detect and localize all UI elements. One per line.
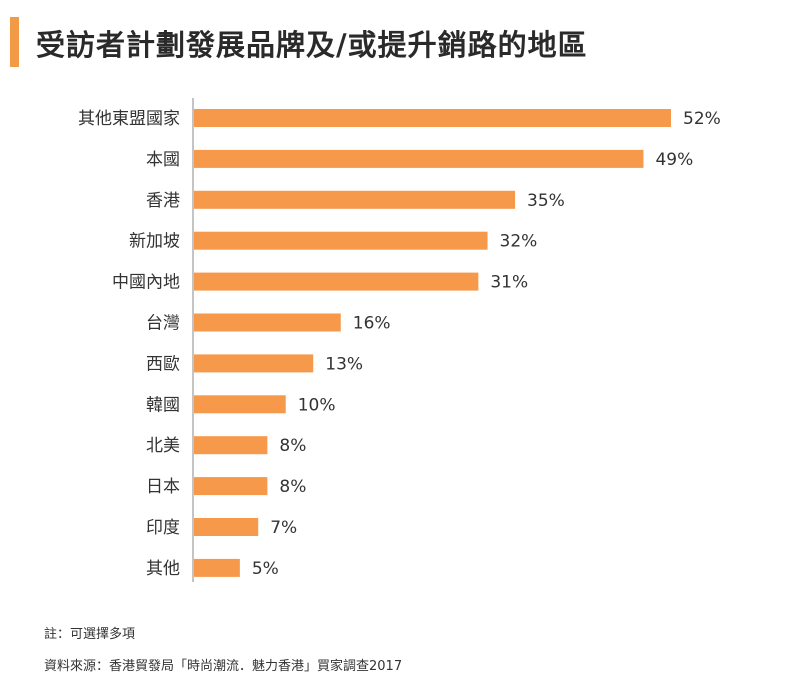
value-label: 31% — [490, 273, 528, 293]
category-label: 印度 — [146, 518, 180, 538]
category-label: 其他 — [146, 559, 180, 579]
value-label: 7% — [270, 518, 297, 538]
chart-title: 受訪者計劃發展品牌及/或提升銷路的地區 — [36, 28, 588, 62]
category-label: 西歐 — [146, 354, 180, 374]
category-label: 其他東盟國家 — [78, 109, 180, 129]
value-label: 8% — [279, 436, 306, 456]
category-label: 韓國 — [146, 395, 180, 415]
category-label: 新加坡 — [129, 232, 180, 252]
value-label: 13% — [325, 354, 363, 374]
bar — [194, 477, 268, 496]
value-label: 49% — [655, 150, 693, 170]
value-label: 32% — [500, 232, 538, 252]
bar-chart: 其他東盟國家 52% 本國 49% 香港 35% 新加坡 32% 中國內地 31% 台灣 16% 西歐 1… — [78, 98, 721, 582]
chart-note: 註：可選擇多項 — [44, 627, 136, 642]
bar — [194, 109, 671, 127]
bar — [194, 231, 488, 250]
title-accent-bar — [10, 17, 19, 67]
bar — [194, 518, 259, 536]
category-label: 香港 — [146, 191, 180, 211]
bar — [194, 354, 314, 373]
value-label: 16% — [353, 314, 391, 334]
category-label: 台灣 — [146, 314, 180, 334]
value-label: 8% — [279, 477, 306, 497]
category-label: 北美 — [146, 436, 180, 456]
bar — [194, 272, 479, 291]
value-label: 52% — [683, 109, 721, 129]
bar — [194, 149, 644, 168]
value-label: 35% — [527, 191, 565, 211]
bar — [194, 436, 268, 455]
bar — [194, 395, 286, 414]
bar — [194, 313, 341, 332]
category-label: 日本 — [146, 477, 180, 497]
category-label: 本國 — [146, 150, 180, 170]
bar — [194, 558, 240, 577]
chart-source: 資料來源：香港貿發局「時尚潮流．魅力香港」買家調查2017 — [44, 659, 403, 674]
category-label: 中國內地 — [112, 273, 180, 293]
value-label: 5% — [252, 559, 279, 579]
value-label: 10% — [298, 395, 336, 415]
bar — [194, 190, 516, 209]
